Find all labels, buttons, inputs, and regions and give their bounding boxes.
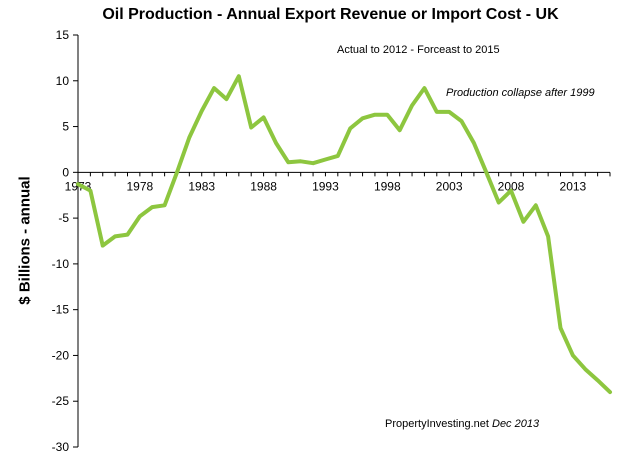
x-tick-label: 2008: [498, 179, 525, 193]
x-tick-label: 1978: [127, 179, 154, 193]
x-tick-label: 1993: [312, 179, 339, 193]
y-tick-label: -5: [58, 211, 69, 225]
y-tick-label: 5: [62, 120, 69, 134]
annotation-source: PropertyInvesting.net: [385, 418, 489, 430]
axes: [73, 34, 611, 448]
x-tick-label: 2003: [436, 179, 463, 193]
y-tick-label: -20: [52, 348, 70, 362]
y-tick-label: 10: [56, 74, 70, 88]
y-tick-label: -25: [52, 394, 70, 408]
series-layer: [76, 74, 612, 395]
y-tick-label: 15: [56, 28, 70, 42]
series-line: [76, 74, 612, 395]
y-tick-label: -10: [52, 257, 70, 271]
x-tick-label: 1988: [250, 179, 277, 193]
annotation-production-collapse: Production collapse after 1999: [446, 87, 595, 99]
y-tick-label: -15: [52, 303, 70, 317]
y-tick-label: 0: [62, 165, 69, 179]
annotation-forecast-note: Actual to 2012 - Forceast to 2015: [337, 44, 500, 56]
x-tick-label: 1998: [374, 179, 401, 193]
chart-title: Oil Production - Annual Export Revenue o…: [102, 6, 559, 23]
x-tick-label: 1983: [188, 179, 215, 193]
x-tick-label: 2013: [560, 179, 587, 193]
annotation-date: Dec 2013: [492, 418, 540, 430]
y-tick-label: -30: [52, 440, 70, 454]
